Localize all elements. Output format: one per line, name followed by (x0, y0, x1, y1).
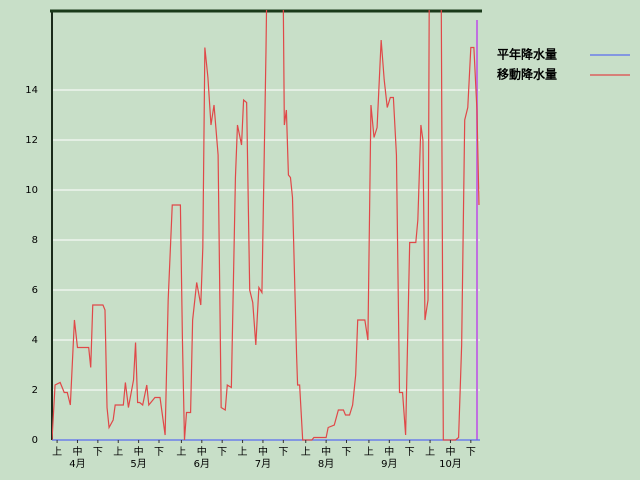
plot-lines (52, 10, 480, 441)
labels: 02468101214上中下上中下上中下上中下上中下上中下上中下4月 5月 6月 7月… (25, 85, 476, 470)
month-label: 9月 (381, 458, 397, 470)
x-tick-label: 中 (258, 445, 268, 458)
month-label: 4月 (69, 458, 85, 470)
month-label: 8月 (318, 458, 334, 470)
x-tick-label: 下 (278, 447, 288, 458)
y-tick-label: 4 (32, 335, 38, 346)
x-tick-label: 上 (52, 446, 62, 458)
month-label: 6月 (194, 458, 210, 470)
x-tick-label: 下 (466, 447, 476, 458)
x-tick-label: 下 (405, 447, 415, 458)
month-label: 10月 (439, 458, 462, 470)
x-tick-label: 上 (113, 446, 123, 458)
y-tick-label: 6 (32, 285, 38, 296)
x-tick-label: 中 (197, 445, 207, 458)
y-tick-label: 0 (32, 435, 38, 446)
x-tick-label: 下 (342, 447, 352, 458)
x-tick-label: 下 (154, 447, 164, 458)
x-tick-label: 下 (217, 447, 227, 458)
x-tick-label: 上 (364, 446, 374, 458)
x-tick-label: 上 (238, 446, 248, 458)
legend-label: 移動降水量 (497, 67, 557, 82)
month-label: 7月 (255, 458, 271, 470)
x-tick-label: 中 (445, 445, 455, 458)
month-label: 5月 (130, 458, 146, 470)
y-tick-label: 2 (32, 385, 38, 396)
x-tick-label: 中 (72, 445, 82, 458)
y-tick-label: 14 (25, 85, 38, 96)
y-tick-label: 12 (25, 135, 38, 146)
y-tick-label: 10 (25, 185, 38, 196)
x-tick-label: 下 (93, 447, 103, 458)
y-tick-label: 8 (32, 235, 38, 246)
x-tick-label: 上 (301, 446, 311, 458)
grid (52, 89, 480, 441)
series-line (52, 10, 480, 441)
x-tick-label: 上 (425, 446, 435, 458)
legend-label: 平年降水量 (497, 47, 557, 62)
x-tick-label: 中 (134, 445, 144, 458)
x-tick-label: 上 (176, 446, 186, 458)
x-tick-label: 中 (384, 445, 394, 458)
x-tick-label: 中 (321, 445, 331, 458)
